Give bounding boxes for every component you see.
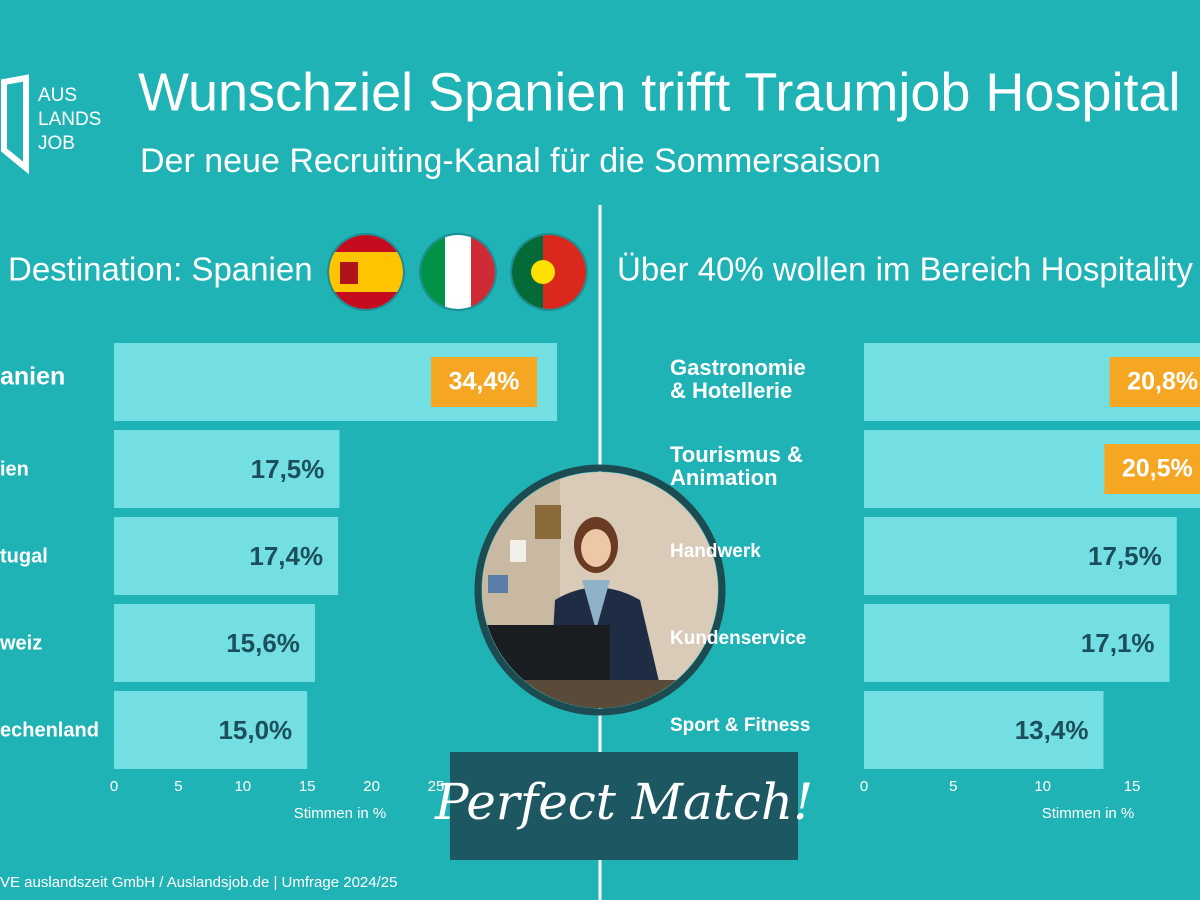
value-label: 17,1%: [1081, 628, 1155, 658]
x-tick-label: 5: [174, 778, 182, 795]
bar: [864, 691, 1104, 769]
bar: [114, 691, 308, 769]
value-label-box: [1104, 444, 1200, 494]
bar: [114, 604, 315, 682]
category-label: Sport & Fitness: [670, 715, 811, 736]
category-label: Kundenservice: [670, 628, 807, 649]
photo: [474, 464, 726, 716]
category-label: weiz: [0, 632, 42, 654]
bar: [864, 604, 1170, 682]
logo-icon: [0, 74, 29, 175]
logo-text: LANDS: [38, 109, 101, 130]
category-label: Tourismus & Animation: [670, 442, 803, 491]
badge-box: [450, 752, 798, 860]
bar: [114, 517, 339, 595]
bar: [864, 517, 1177, 595]
subtitle: Der neue Recruiting-Kanal für die Sommer…: [140, 142, 881, 180]
category-label: Gastronomie & Hotellerie: [670, 355, 806, 404]
logo-text: JOB: [38, 133, 75, 154]
category-label: ien: [0, 458, 29, 480]
title: Wunschziel Spanien trifft Traumjob Hospi…: [138, 62, 1181, 122]
x-tick-label: 25: [428, 778, 445, 795]
value-label: 17,5%: [251, 454, 325, 484]
flag-ring: [327, 233, 405, 311]
x-tick-label: 20: [363, 778, 380, 795]
value-label: 20,5%: [1122, 455, 1193, 483]
x-tick-label: 15: [1124, 778, 1141, 795]
category-label: echenland: [0, 719, 99, 741]
value-label: 17,5%: [1088, 541, 1162, 571]
value-label: 20,8%: [1127, 368, 1198, 396]
category-label: anien: [0, 363, 65, 391]
x-axis-label: Stimmen in %: [294, 805, 387, 822]
x-tick-label: 5: [949, 778, 957, 795]
value-label: 34,4%: [449, 368, 520, 396]
value-label: 13,4%: [1015, 715, 1089, 745]
x-tick-label: 0: [110, 778, 118, 795]
value-label-box: [1109, 357, 1200, 407]
value-label-box: [431, 357, 538, 407]
bar: [114, 430, 340, 508]
value-label: 15,6%: [226, 628, 300, 658]
chart-title: Über 40% wollen im Bereich Hospitality a…: [617, 251, 1200, 288]
chart-title: Destination: Spanien: [8, 251, 313, 288]
x-tick-label: 10: [234, 778, 251, 795]
badge-text: Perfect Match!: [434, 773, 813, 831]
x-tick-label: 0: [860, 778, 868, 795]
logo-text: AUS: [38, 85, 77, 106]
x-tick-label: 10: [1034, 778, 1051, 795]
value-label: 15,0%: [218, 715, 292, 745]
footer: VE auslandszeit GmbH / Auslandsjob.de | …: [0, 874, 397, 891]
category-label: Handwerk: [670, 541, 761, 562]
flag-ring: [419, 233, 497, 311]
flag-spain: [329, 235, 403, 309]
category-label: tugal: [0, 545, 48, 567]
value-label: 17,4%: [249, 541, 323, 571]
x-axis-label: Stimmen in %: [1042, 805, 1135, 822]
flag-italy: [421, 235, 495, 309]
flag-ring: [510, 233, 588, 311]
x-tick-label: 15: [299, 778, 316, 795]
